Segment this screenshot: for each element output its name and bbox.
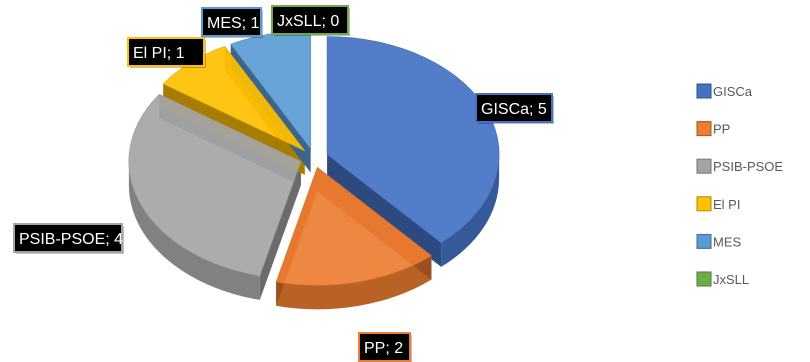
legend-item-el-pi: El PI bbox=[696, 196, 740, 212]
slice-pp bbox=[275, 166, 432, 286]
legend-label: El PI bbox=[713, 197, 740, 212]
data-label-mes: MES; 1 bbox=[201, 7, 263, 38]
legend-item-jxsll: JxSLL bbox=[696, 271, 749, 287]
slice-side-gisca bbox=[441, 154, 500, 267]
legend-label: PSIB-PSOE bbox=[713, 159, 783, 174]
data-label-text-mes: MES; 1 bbox=[207, 15, 260, 32]
slice-psib-psoe bbox=[128, 94, 302, 277]
slice-cut-psib-psoe-0 bbox=[259, 161, 301, 300]
data-label-text-jxsll: JxSLL; 0 bbox=[277, 13, 339, 30]
data-label-pp: PP; 2 bbox=[358, 332, 412, 362]
legend-label: PP bbox=[713, 122, 730, 137]
legend-item-mes: MES bbox=[696, 233, 742, 249]
data-label-jxsll: JxSLL; 0 bbox=[271, 5, 350, 36]
data-label-text-gisca: GISCa; 5 bbox=[481, 101, 547, 118]
legend-item-pp: PP bbox=[696, 121, 730, 137]
legend-label: MES bbox=[713, 234, 742, 249]
legend: GISCa PP PSIB-PSOE El PI MES JxSLL bbox=[696, 83, 783, 287]
data-label-gisca: GISCa; 5 bbox=[475, 93, 554, 124]
data-labels: GISCa; 5 PP; 2 PSIB-PSOE; 4 El PI; 1 MES; 1 J… bbox=[13, 5, 554, 362]
legend-item-gisca: GISCa bbox=[696, 83, 753, 99]
data-label-psib-psoe: PSIB-PSOE; 4 bbox=[13, 223, 124, 254]
slice-side-psib-psoe bbox=[128, 161, 260, 300]
data-label-el-pi: El PI; 1 bbox=[127, 37, 206, 68]
data-label-text-psib-psoe: PSIB-PSOE; 4 bbox=[19, 231, 123, 248]
slice-tops bbox=[128, 30, 500, 286]
legend-label: JxSLL bbox=[713, 272, 749, 287]
data-label-text-el-pi: El PI; 1 bbox=[133, 45, 185, 62]
slice-side-pp bbox=[276, 255, 432, 310]
pie-slices bbox=[128, 30, 500, 310]
slice-cut-gisca-1 bbox=[327, 154, 442, 267]
legend-item-psib-psoe: PSIB-PSOE bbox=[696, 158, 783, 174]
legend-label: GISCa bbox=[713, 84, 753, 99]
data-label-text-pp: PP; 2 bbox=[364, 340, 403, 357]
